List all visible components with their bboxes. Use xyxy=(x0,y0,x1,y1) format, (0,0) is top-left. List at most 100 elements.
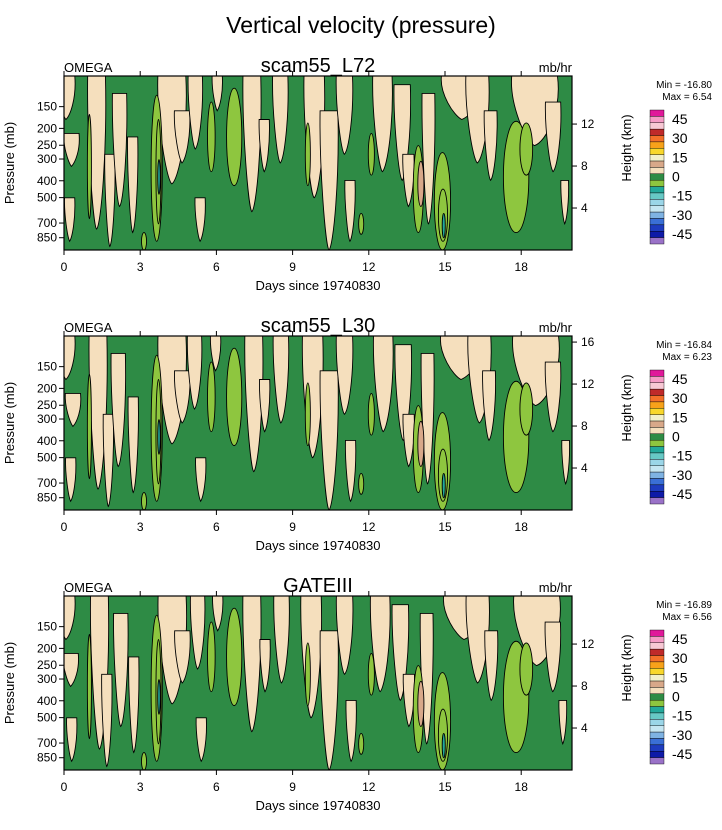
colorbar-swatch xyxy=(649,636,665,643)
colorbar-swatch xyxy=(649,491,665,498)
colorbar-swatch xyxy=(649,484,665,492)
contour-region xyxy=(358,213,365,235)
colorbar-swatch xyxy=(649,420,665,428)
contour-region xyxy=(86,373,92,480)
height-tick-label: 8 xyxy=(581,159,588,173)
colorbar-swatch xyxy=(649,231,665,238)
contour-region-pos xyxy=(369,596,391,693)
colorbar-label: 45 xyxy=(672,631,688,647)
left-label: OMEGA xyxy=(64,60,113,75)
contour-region-pos xyxy=(335,76,354,155)
height-tick-label: 12 xyxy=(581,377,595,391)
contour-region-pos xyxy=(64,652,79,688)
colorbar-label: 15 xyxy=(672,149,688,165)
y-tick-label: 150 xyxy=(37,620,57,634)
colorbar-swatch xyxy=(649,674,665,682)
x-tick-label: 15 xyxy=(438,520,452,534)
colorbar-swatch xyxy=(649,167,665,175)
contour-region-pos xyxy=(101,673,113,768)
y-tick-label: 500 xyxy=(37,711,57,725)
colorbar-swatch xyxy=(649,109,665,117)
x-tick-label: 6 xyxy=(213,260,220,274)
colorbar-label: 0 xyxy=(672,429,680,445)
x-tick-label: 6 xyxy=(213,520,220,534)
contour-region-pos xyxy=(186,336,203,410)
contour-region-pos xyxy=(335,596,354,675)
x-tick-label: 9 xyxy=(289,520,296,534)
colorbar-swatch xyxy=(649,738,665,746)
colorbar-swatch xyxy=(649,719,665,726)
y-tick-label: 250 xyxy=(37,658,57,672)
contour-region-pos xyxy=(104,153,116,248)
colorbar-swatch xyxy=(649,224,665,232)
contour-region-pos xyxy=(258,119,270,173)
y-tick-label: 700 xyxy=(37,476,57,490)
contour-region-pos xyxy=(195,457,207,503)
colorbar: 45 30 15 0 -15 -30 -45 xyxy=(649,629,692,765)
x-tick-label: 12 xyxy=(362,260,376,274)
colorbar-label: -45 xyxy=(672,746,692,762)
contour-region xyxy=(226,607,243,707)
contour-region xyxy=(207,361,216,433)
y-tick-label: 700 xyxy=(37,216,57,230)
colorbar-swatch xyxy=(649,173,665,181)
figure-title: Vertical velocity (pressure) xyxy=(226,12,496,38)
colorbar-swatch xyxy=(649,135,665,143)
contour-region-pos xyxy=(544,361,562,433)
contour-region-pos xyxy=(335,336,354,415)
colorbar-label: -30 xyxy=(672,727,692,743)
y-tick-label: 250 xyxy=(37,398,57,412)
y-tick-label: 400 xyxy=(37,694,57,708)
x-axis-label: Days since 19740830 xyxy=(255,798,380,813)
contour-region xyxy=(417,160,425,207)
colorbar-swatch xyxy=(649,408,665,415)
colorbar-swatch xyxy=(649,192,665,200)
y-tick-label: 300 xyxy=(37,412,57,426)
colorbar-swatch xyxy=(649,478,665,486)
contour-region-pos xyxy=(64,392,82,428)
x-tick-label: 18 xyxy=(515,780,529,794)
y-tick-label: 700 xyxy=(37,736,57,750)
height-tick-label: 16 xyxy=(581,335,595,349)
colorbar-swatch xyxy=(649,433,665,441)
colorbar-swatch xyxy=(649,388,665,396)
colorbar: 45 30 15 0 -15 -30 -45 xyxy=(649,109,692,245)
x-tick-label: 3 xyxy=(137,260,144,274)
panel-1: 0 3 6 9 12 15 181502002503004005007008504812OM… xyxy=(2,55,712,293)
colorbar-swatch xyxy=(649,751,665,758)
colorbar-swatch xyxy=(649,199,665,206)
colorbar-swatch xyxy=(649,128,665,136)
contour-region-pos xyxy=(560,179,570,226)
right-axis-label: Height (km) xyxy=(619,374,634,441)
panel-title: scam55_L30 xyxy=(261,315,376,337)
colorbar-label: 30 xyxy=(672,390,688,406)
colorbar-swatch xyxy=(649,459,665,466)
colorbar-label: -15 xyxy=(672,188,692,204)
x-tick-label: 0 xyxy=(61,780,68,794)
contour-region-pos xyxy=(64,596,76,641)
contour-region xyxy=(519,382,534,436)
plot-frame xyxy=(63,75,573,251)
contour-region-pos xyxy=(272,336,290,424)
x-tick-label: 0 xyxy=(61,520,68,534)
colorbar-swatch xyxy=(649,205,665,213)
colorbar-label: 30 xyxy=(672,130,688,146)
height-tick-label: 4 xyxy=(581,721,588,735)
colorbar-swatch xyxy=(649,687,665,695)
contour-region-pos xyxy=(173,110,191,164)
contour-region-pos xyxy=(483,110,498,182)
contour-region-pos xyxy=(174,630,191,684)
y-tick-label: 850 xyxy=(37,491,57,505)
contour-region xyxy=(157,679,161,715)
max-label: Max = 6.23 xyxy=(662,352,712,363)
x-tick-label: 15 xyxy=(438,780,452,794)
contour-region xyxy=(441,473,446,499)
y-tick-label: 400 xyxy=(37,174,57,188)
colorbar-swatch xyxy=(649,446,665,454)
colorbar-swatch xyxy=(649,706,665,714)
colorbar-swatch xyxy=(649,369,665,377)
y-tick-label: 200 xyxy=(37,641,57,655)
contour-region-pos xyxy=(102,413,114,508)
contour-region-pos xyxy=(344,179,356,243)
colorbar-swatch xyxy=(649,452,665,460)
